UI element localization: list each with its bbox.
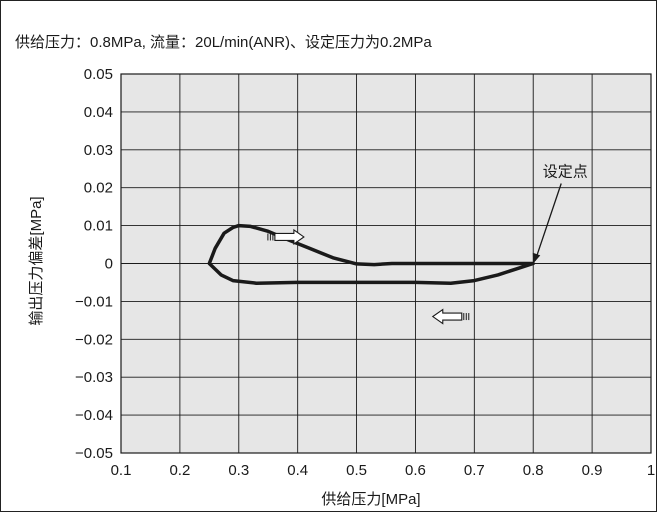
x-tick-label: 0.5 xyxy=(346,462,367,479)
y-axis-label: 输出压力偏差[MPa] xyxy=(28,196,45,325)
y-tick-label: −0.02 xyxy=(75,331,113,348)
chart-title: 供给压力：0.8MPa, 流量：20L/min(ANR)、设定压力为0.2MPa xyxy=(15,34,432,51)
annotation-arrowhead xyxy=(532,252,541,264)
y-tick-label: 0.02 xyxy=(84,180,113,197)
annotation-leader xyxy=(534,183,562,261)
y-tick-label: 0 xyxy=(105,256,113,273)
y-tick-label: 0.01 xyxy=(84,218,113,235)
arrow-right-icon xyxy=(267,228,305,246)
x-tick-label: 0.7 xyxy=(464,462,485,479)
series-line xyxy=(207,223,535,285)
y-tick-label: −0.04 xyxy=(75,407,113,424)
annotations-layer: 设定点 xyxy=(267,164,588,325)
y-tick-labels: 0.05 0.04 0.03 0.02 0.01 0 −0.01 −0.02 −0.03 −0.0… xyxy=(75,66,113,462)
arrow-body xyxy=(431,308,463,325)
x-tick-label: 0.6 xyxy=(405,462,426,479)
x-tick-label: 1 xyxy=(647,462,655,479)
x-tick-labels: 0.1 0.2 0.3 0.4 0.5 0.6 0.7 0.8 0.9 1 xyxy=(111,462,656,479)
x-tick-label: 0.9 xyxy=(582,462,603,479)
x-tick-label: 0.1 xyxy=(111,462,132,479)
annotation-label: 设定点 xyxy=(543,164,588,181)
y-tick-label: −0.01 xyxy=(75,293,113,310)
y-tick-label: −0.05 xyxy=(75,445,113,462)
x-tick-label: 0.3 xyxy=(228,462,249,479)
y-tick-label: 0.04 xyxy=(84,104,113,121)
x-tick-label: 0.8 xyxy=(523,462,544,479)
y-tick-label: 0.05 xyxy=(84,66,113,83)
x-tick-label: 0.2 xyxy=(169,462,190,479)
x-axis-label: 供给压力[MPa] xyxy=(321,491,420,508)
arrow-left-icon xyxy=(431,308,470,325)
grid xyxy=(120,73,652,454)
x-tick-label: 0.4 xyxy=(287,462,308,479)
y-tick-label: 0.03 xyxy=(84,142,113,159)
arrow-body xyxy=(274,228,305,246)
series-layer xyxy=(207,223,535,285)
y-tick-label: −0.03 xyxy=(75,369,113,386)
